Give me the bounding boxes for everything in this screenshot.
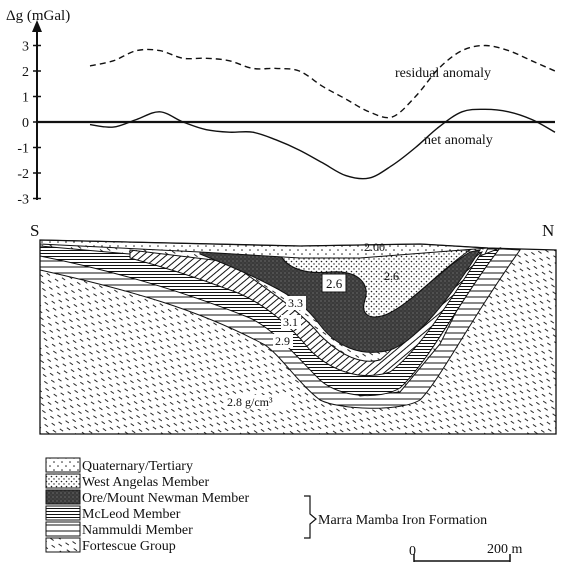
gravity-plot: Δg (mGal) 3 2 1 0 -1 -2 -3 residual anomaly ne…	[6, 8, 556, 208]
legend-label-west-angelas: West Angelas Member	[82, 475, 210, 490]
legend-label-mcleod: McLeod Member	[82, 507, 181, 522]
group-bracket	[304, 495, 317, 539]
residual-anomaly-curve	[89, 44, 556, 119]
density-box-nammuldi-b	[273, 334, 293, 348]
legend: Quaternary/Tertiary West Angelas Member …	[45, 457, 487, 554]
density-label-quaternary: 2.00	[364, 240, 385, 254]
y-tick-label: 0	[22, 116, 29, 131]
density-box-ore	[321, 273, 347, 293]
scale-bar-start-label: 0	[409, 544, 416, 559]
density-label-ore: 2.6	[326, 276, 343, 291]
y-tick-label: -2	[17, 167, 29, 182]
north-label: N	[542, 221, 554, 240]
scale-bar: 0 200 m	[409, 542, 523, 562]
residual-anomaly-label: residual anomaly	[395, 66, 491, 81]
y-tick-label: 1	[22, 91, 29, 106]
y-tick-label: -1	[17, 142, 29, 157]
y-tick-label: 2	[22, 65, 29, 80]
legend-label-fortescue: Fortescue Group	[82, 539, 176, 554]
y-axis-label: Δg (mGal)	[6, 8, 70, 24]
y-tick-label: 3	[22, 40, 29, 55]
density-box-nammuldi-a	[281, 315, 301, 329]
scale-bar-end-label: 200 m	[487, 542, 523, 557]
density-label-west-angelas: 2.6	[384, 269, 399, 283]
legend-label-ore: Ore/Mount Newman Member	[82, 491, 250, 506]
mcleod-hatched-band	[129, 249, 484, 376]
legend-label-quaternary: Quaternary/Tertiary	[82, 459, 193, 474]
section-frame	[39, 239, 557, 435]
density-label-mcleod: 3.3	[288, 296, 303, 310]
mcleod-member-unit	[39, 245, 502, 397]
legend-swatch-west-angelas	[45, 473, 81, 489]
net-anomaly-label: net anomaly	[424, 133, 493, 148]
legend-swatch-nammuldi	[45, 521, 81, 537]
y-tick-label: -3	[17, 193, 29, 208]
legend-swatch-quaternary	[45, 457, 81, 473]
density-label-fortescue: 2.8 g/cm³	[227, 395, 273, 409]
density-label-nammuldi-b: 2.9	[275, 334, 290, 348]
density-box-mcleod	[286, 296, 306, 310]
cross-section: S N 2.00 2.6 2.6 3.3 3.1 2.9 2.8 g/cm³	[30, 221, 557, 435]
density-label-nammuldi-a: 3.1	[283, 315, 298, 329]
net-anomaly-curve	[89, 108, 556, 180]
y-ticks: 3 2 1 0 -1 -2 -3	[17, 40, 41, 208]
south-label: S	[30, 221, 39, 240]
legend-swatch-ore	[45, 489, 81, 505]
legend-label-nammuldi: Nammuldi Member	[82, 523, 193, 538]
legend-group-label: Marra Mamba Iron Formation	[318, 513, 487, 528]
y-axis-arrow-icon	[32, 20, 42, 32]
density-box-fortescue	[225, 395, 291, 409]
legend-swatch-fortescue	[45, 537, 81, 553]
west-angelas-member-unit	[279, 249, 472, 318]
legend-swatch-mcleod	[45, 505, 81, 521]
